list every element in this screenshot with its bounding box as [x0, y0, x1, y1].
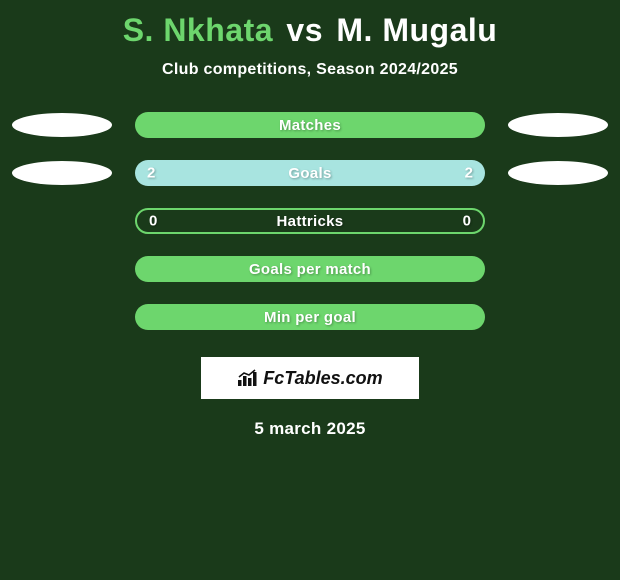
stat-bar: 2 Goals 2 — [135, 160, 485, 186]
player2-name: M. Mugalu — [336, 12, 497, 48]
comparison-title: S. Nkhata vs M. Mugalu — [0, 0, 620, 49]
ellipse-left — [12, 161, 112, 185]
stat-bar: Goals per match — [135, 256, 485, 282]
stat-bar: Matches — [135, 112, 485, 138]
brand-text: FcTables.com — [263, 368, 382, 389]
stat-row-goals: 2 Goals 2 — [0, 159, 620, 187]
ellipse-right — [508, 161, 608, 185]
stat-label: Goals — [288, 165, 331, 182]
stat-row-min-per-goal: Min per goal — [0, 303, 620, 331]
chart-icon — [237, 369, 259, 387]
stat-value-left: 0 — [149, 213, 157, 230]
stat-value-right: 2 — [465, 165, 473, 182]
stat-row-matches: Matches — [0, 111, 620, 139]
stat-label: Hattricks — [277, 213, 344, 230]
stat-value-right: 0 — [463, 213, 471, 230]
date-text: 5 march 2025 — [0, 419, 620, 439]
ellipse-left — [12, 113, 112, 137]
stat-rows: Matches 2 Goals 2 0 Hattricks 0 Goals pe… — [0, 111, 620, 331]
stat-row-hattricks: 0 Hattricks 0 — [0, 207, 620, 235]
vs-text: vs — [286, 12, 323, 48]
brand-box: FcTables.com — [201, 357, 419, 399]
stat-value-left: 2 — [147, 165, 155, 182]
stat-row-goals-per-match: Goals per match — [0, 255, 620, 283]
stat-label: Min per goal — [264, 309, 356, 326]
stat-label: Goals per match — [249, 261, 371, 278]
stat-bar: Min per goal — [135, 304, 485, 330]
stat-label: Matches — [279, 117, 341, 134]
stat-bar: 0 Hattricks 0 — [135, 208, 485, 234]
player1-name: S. Nkhata — [123, 12, 273, 48]
subtitle: Club competitions, Season 2024/2025 — [0, 61, 620, 79]
ellipse-right — [508, 113, 608, 137]
